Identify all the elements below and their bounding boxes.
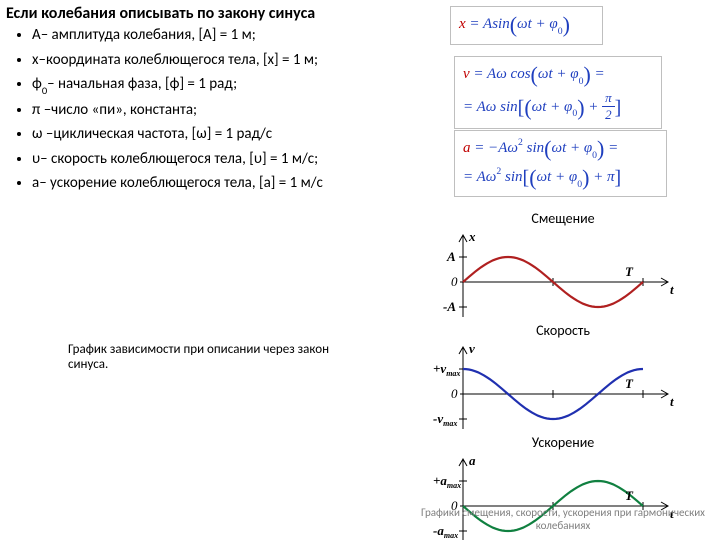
chart-v: Скорость v 0 +vmax -vmax Tt	[418, 322, 708, 434]
definition-list: A– амплитуда колебания, [А] = 1 м;x–коор…	[12, 24, 452, 197]
charts-panel: Смещение x 0 A -A Tt Скорость v 0 +vmax -vmax Tt Уск…	[418, 210, 708, 540]
svg-text:A: A	[446, 249, 456, 264]
svg-text:t: t	[670, 282, 674, 297]
page-title: Если колебания описывать по закону синус…	[6, 4, 315, 23]
formula-a: a = −Aω2 sin(ωt + φ0) == Aω2 sin[(ωt + φ…	[454, 130, 667, 197]
formula-v: v = Aω cos(ωt + φ0) == Aω sin[(ωt + φ0) …	[454, 56, 662, 129]
definition-item: a– ускорение колеблющегося тела, [а] = 1…	[32, 172, 452, 195]
chart-title: Ускорение	[418, 434, 708, 451]
svg-text:T: T	[625, 488, 634, 503]
chart-x: Смещение x 0 A -A Tt	[418, 210, 708, 322]
definition-item: x–координата колеблющегося тела, [х] = 1…	[32, 49, 452, 72]
svg-text:+vmax: +vmax	[433, 361, 460, 378]
svg-text:T: T	[625, 264, 634, 279]
svg-text:t: t	[670, 394, 674, 409]
definition-item: π –число «пи», константа;	[32, 99, 452, 122]
chart-title: Скорость	[418, 322, 708, 339]
definition-item: υ– скорость колеблющегося тела, [υ] = 1 …	[32, 148, 452, 171]
svg-text:a: a	[469, 453, 476, 468]
svg-text:0: 0	[451, 274, 458, 289]
definition-item: ϕ0– начальная фаза, [ϕ] = 1 рад;	[32, 73, 452, 97]
svg-text:v: v	[469, 341, 475, 356]
chart-title: Смещение	[418, 210, 708, 227]
svg-text:+amax: +amax	[433, 473, 461, 490]
formula-x: x = Asin(ωt + φ0)	[450, 6, 603, 45]
svg-text:x: x	[468, 229, 476, 244]
definition-item: ω –циклическая частота, [ω] = 1 рад/с	[32, 123, 452, 146]
svg-text:-A: -A	[443, 299, 456, 314]
svg-text:T: T	[625, 376, 634, 391]
graph-note: График зависимости при описании через за…	[68, 342, 368, 372]
svg-text:-vmax: -vmax	[433, 411, 457, 428]
svg-text:0: 0	[451, 386, 458, 401]
charts-caption: Графики смещения, скорости, ускорения пр…	[418, 506, 708, 532]
definition-item: A– амплитуда колебания, [А] = 1 м;	[32, 24, 452, 47]
